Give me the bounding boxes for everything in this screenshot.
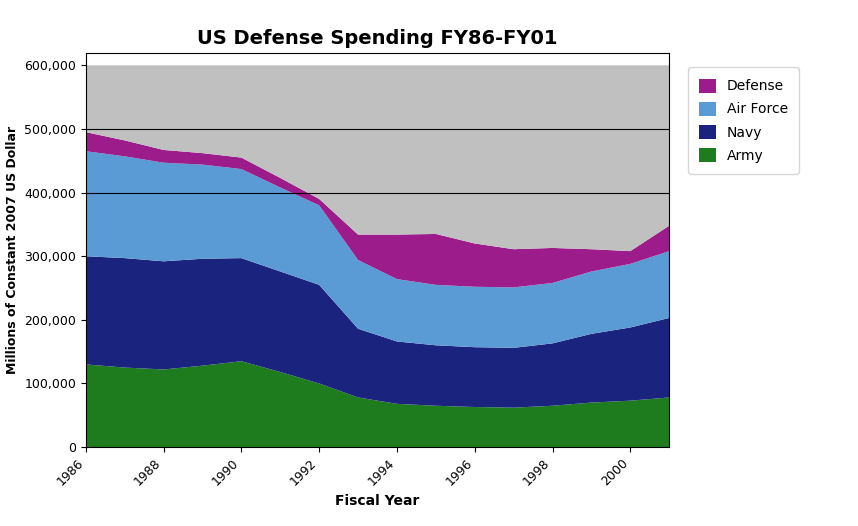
X-axis label: Fiscal Year: Fiscal Year (335, 494, 420, 508)
Title: US Defense Spending FY86-FY01: US Defense Spending FY86-FY01 (197, 29, 558, 48)
Legend: Defense, Air Force, Navy, Army: Defense, Air Force, Navy, Army (688, 67, 799, 174)
Y-axis label: Millions of Constant 2007 US Dollar: Millions of Constant 2007 US Dollar (5, 126, 19, 374)
